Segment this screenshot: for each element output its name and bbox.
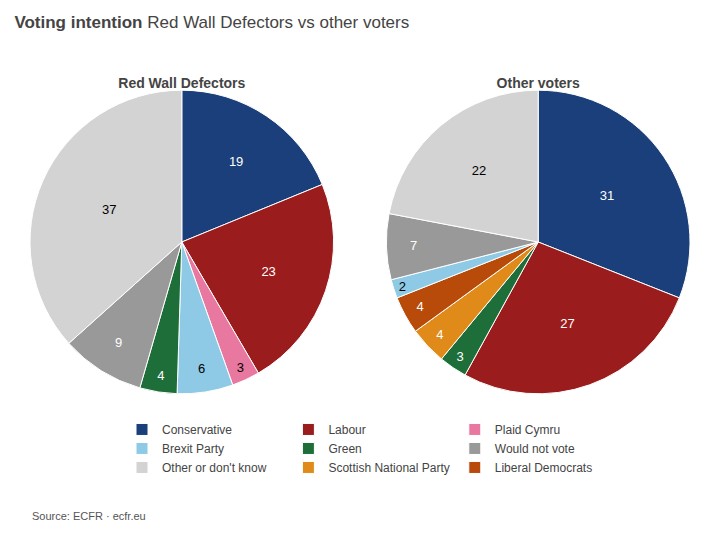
svg-text:Other or don't know: Other or don't know [162,461,267,475]
svg-text:4: 4 [416,299,423,314]
svg-text:4: 4 [436,327,443,342]
svg-text:Source: ECFR · ecfr.eu: Source: ECFR · ecfr.eu [32,510,146,522]
svg-text:Conservative: Conservative [162,423,232,437]
svg-text:Liberal Democrats: Liberal Democrats [495,461,592,475]
svg-text:3: 3 [457,349,464,364]
svg-text:3: 3 [237,360,244,375]
svg-text:Would not vote: Would not vote [495,442,575,456]
svg-text:31: 31 [600,188,614,203]
svg-text:Scottish National Party: Scottish National Party [328,461,449,475]
svg-text:2: 2 [399,279,406,294]
svg-text:Other voters: Other voters [497,75,580,91]
svg-text:23: 23 [261,264,275,279]
svg-text:22: 22 [472,163,486,178]
svg-text:9: 9 [115,335,122,350]
svg-text:7: 7 [410,238,417,253]
svg-text:Labour: Labour [328,423,365,437]
svg-text:6: 6 [198,361,205,376]
svg-text:37: 37 [102,202,116,217]
svg-text:Green: Green [328,442,361,456]
svg-text:19: 19 [229,154,243,169]
svg-text:4: 4 [157,368,164,383]
svg-text:Plaid Cymru: Plaid Cymru [495,423,560,437]
svg-text:Red Wall Defectors: Red Wall Defectors [118,75,245,91]
svg-text:27: 27 [560,316,574,331]
svg-text:Brexit Party: Brexit Party [162,442,224,456]
svg-text:Voting intention Red Wall Defe: Voting intention Red Wall Defectors vs o… [14,13,409,32]
